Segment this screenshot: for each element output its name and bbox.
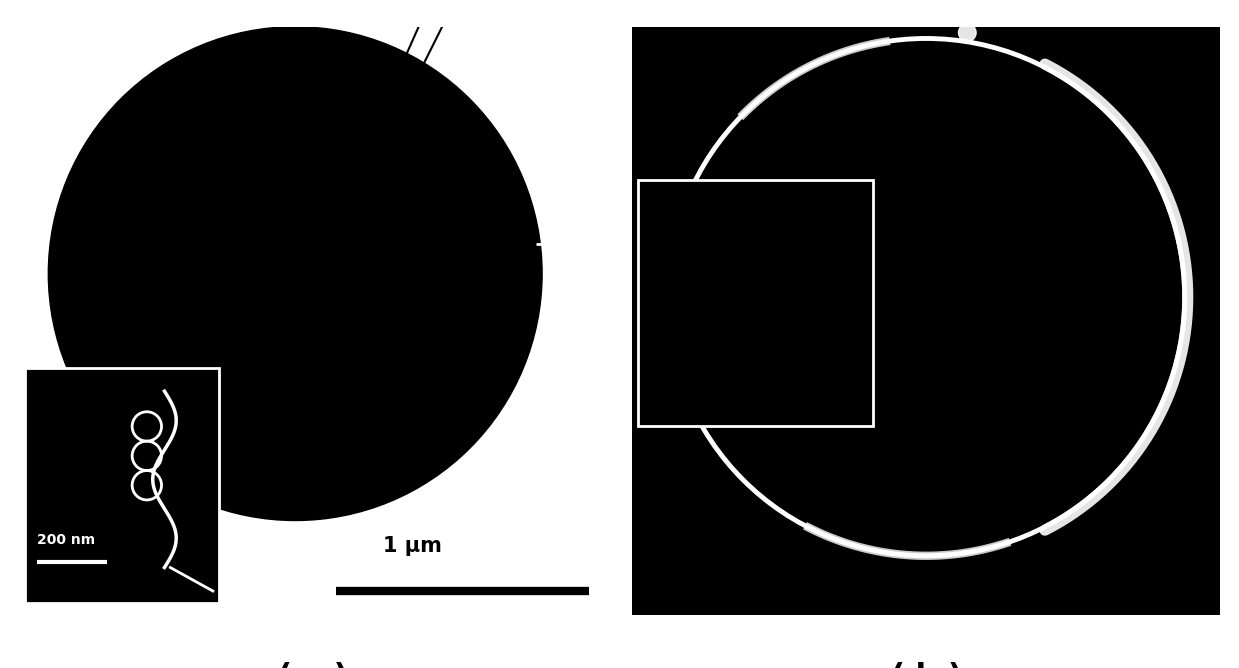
Text: 200 nm: 200 nm <box>37 533 94 547</box>
Polygon shape <box>19 27 55 62</box>
Text: ( a ): ( a ) <box>278 661 348 668</box>
Circle shape <box>959 24 976 41</box>
Circle shape <box>48 27 543 520</box>
Bar <box>25 367 219 603</box>
Text: 1 μm: 1 μm <box>383 536 442 556</box>
Polygon shape <box>19 27 78 103</box>
Text: ( b ): ( b ) <box>891 661 961 668</box>
Bar <box>638 180 873 426</box>
